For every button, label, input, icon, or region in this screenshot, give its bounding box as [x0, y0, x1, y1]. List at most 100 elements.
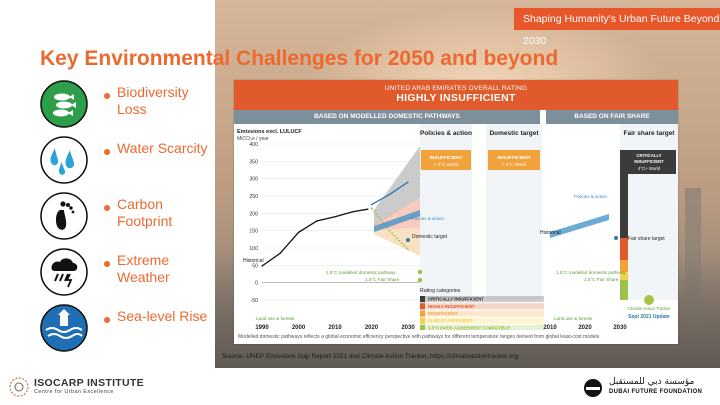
domestic-rating: INSUFFICIENT [497, 155, 530, 161]
legend-swatch [420, 303, 425, 310]
y-tick-label: -50 [251, 298, 259, 304]
series-point [367, 208, 369, 210]
x-tick-label: 2020 [365, 325, 379, 330]
fairshare-bar-insufficient [620, 260, 628, 272]
legend-label: CRITICALLY INSUFFICIENT [428, 297, 484, 302]
challenge-label: Sea-level Rise [117, 308, 208, 324]
legend-row [420, 324, 544, 330]
emissions-plot: Policies & action Domestic target Fair s… [237, 124, 678, 330]
challenge-item-sea-level: Sea-level Rise [40, 304, 220, 358]
domestic-target-marker [406, 238, 410, 242]
legend-label: ALMOST SUFFICIENT [428, 318, 473, 323]
y-tick-label: 300 [249, 177, 258, 183]
x-tick-label: 2030 [613, 325, 627, 330]
series-point [316, 220, 318, 222]
bullet-dot [104, 93, 110, 99]
series-point [407, 181, 409, 183]
band-fair-share: BASED ON FAIR SHARE [546, 110, 678, 124]
y-tick-label: 400 [249, 142, 258, 148]
x-ticks: 1990 2000 2010 2020 2030 2010 2020 2030 [255, 325, 627, 330]
domestic-warming: < 3°C World [502, 162, 527, 167]
challenge-label: Carbon Footprint [117, 196, 173, 229]
x-tick-label: 2010 [328, 325, 342, 330]
legend-row [420, 303, 544, 310]
footprint-icon [40, 192, 88, 240]
fair-share-target-label: Fair share target [628, 236, 665, 242]
dubai-future-mark-icon [584, 379, 602, 397]
policies-band [374, 210, 420, 232]
modelled-pathway-label: 1.5°C modelled domestic pathway [326, 270, 396, 275]
domestic-heading: Domestic target [489, 130, 539, 137]
modelled-pathway-label-right: 1.5°C modelled domestic pathway [556, 270, 626, 275]
fairshare-rating-2: INSUFFICIENT [634, 159, 664, 164]
sea-level-icon [40, 304, 88, 352]
series-point [352, 210, 354, 213]
fairshare-warming: 4°C+ World [638, 166, 661, 171]
legend-swatch [420, 296, 425, 303]
legend-label: HIGHLY INSUFFICIENT [428, 304, 475, 309]
pathway-marker [417, 269, 423, 275]
y-tick-label: 250 [249, 194, 258, 200]
isocarp-mark-icon [9, 377, 29, 397]
policies-rating: INSUFFICIENT [429, 155, 462, 161]
dubai-future-arabic: مؤسسة دبي للمستقبل [609, 377, 695, 387]
series-line [261, 208, 368, 267]
fairshare-bar-almost [620, 272, 628, 280]
y-tick-label: 0 [255, 281, 258, 287]
series-point [297, 231, 300, 234]
fairshare-rating: CRITICALLY [636, 153, 661, 158]
rating-categories-title: Rating categories [420, 288, 461, 294]
land-use-label-right: Land use & forests [554, 316, 593, 321]
challenge-label: Water Scarcity [117, 140, 208, 156]
policies-heading: Policies & action [420, 130, 472, 137]
legend-label: 1.5°C PARIS AGREEMENT COMPATIBLE [428, 325, 510, 330]
y-ticks: 400 350 300 250 200 150 100 50 0 -50 [249, 142, 258, 304]
y-tick-label: 350 [249, 159, 258, 165]
challenge-label: Extreme Weather [117, 252, 170, 285]
y-tick-label: 100 [249, 246, 258, 252]
policies-action-label: Policies & action [411, 216, 445, 221]
y-axis-unit: MtCO₂e / year [237, 136, 269, 142]
domestic-rating-box [488, 150, 540, 170]
bullet-dot [104, 205, 110, 211]
series-point [279, 252, 281, 254]
isocarp-logo: ISOCARP INSTITUTE Centre for Urban Excel… [8, 373, 158, 401]
fair-share-label: 1.5°C Fair Share [365, 277, 400, 282]
fairshare-bar-highly [620, 238, 628, 260]
chart-footnote: Modelled domestic pathways reflects a gl… [238, 334, 600, 340]
series-point [261, 265, 263, 267]
x-tick-label: 2000 [292, 325, 306, 330]
rating-legend: CRITICALLY INSUFFICIENT HIGHLY INSUFFICIE… [420, 296, 544, 330]
chart-header: UNITED ARAB EMIRATES OVERALL RATING HIGH… [234, 80, 678, 110]
series-point [407, 249, 409, 251]
isocarp-name: ISOCARP INSTITUTE [34, 377, 144, 389]
domestic-target-label: Domestic target [412, 234, 448, 240]
fish-icon [40, 80, 88, 128]
series-lines [261, 181, 409, 267]
chart-rating: HIGHLY INSUFFICIENT [396, 92, 516, 104]
fairshare-bar-compatible [620, 280, 628, 300]
chart-subtitle: UNITED ARAB EMIRATES OVERALL RATING [384, 85, 528, 92]
policies-rating-box [421, 150, 471, 170]
bullet-dot [104, 261, 110, 267]
x-tick-label: 2010 [543, 325, 557, 330]
fair-share-label-right: 1.5°C Fair Share [584, 277, 619, 282]
tracker-logo-icon [644, 295, 654, 305]
x-tick-label: 1990 [255, 325, 269, 330]
land-use-label: Land use & forests [256, 316, 295, 321]
series-point [334, 216, 336, 218]
legend-label: INSUFFICIENT [428, 311, 458, 316]
historical-label: Historical [243, 258, 264, 264]
legend-row [420, 317, 544, 324]
event-banner: Shaping Humanity's Urban Future Beyond 2… [514, 8, 720, 47]
source-citation: Source: UNEP Emissions Gap Report 2021 a… [222, 353, 519, 360]
challenge-item-biodiversity: Biodiversity Loss [40, 80, 220, 134]
storm-icon [40, 248, 88, 296]
series-point [370, 207, 373, 209]
y-tick-label: 200 [249, 211, 258, 217]
dubai-future-logo: مؤسسة دبي للمستقبل DUBAI FUTURE FOUNDATI… [582, 376, 712, 400]
fairshare-heading: Fair share target [624, 130, 676, 137]
fairshare-history-band [550, 214, 609, 238]
bullet-dot [104, 317, 110, 323]
y-axis-title: Emissions excl. LULUCF [237, 129, 302, 135]
